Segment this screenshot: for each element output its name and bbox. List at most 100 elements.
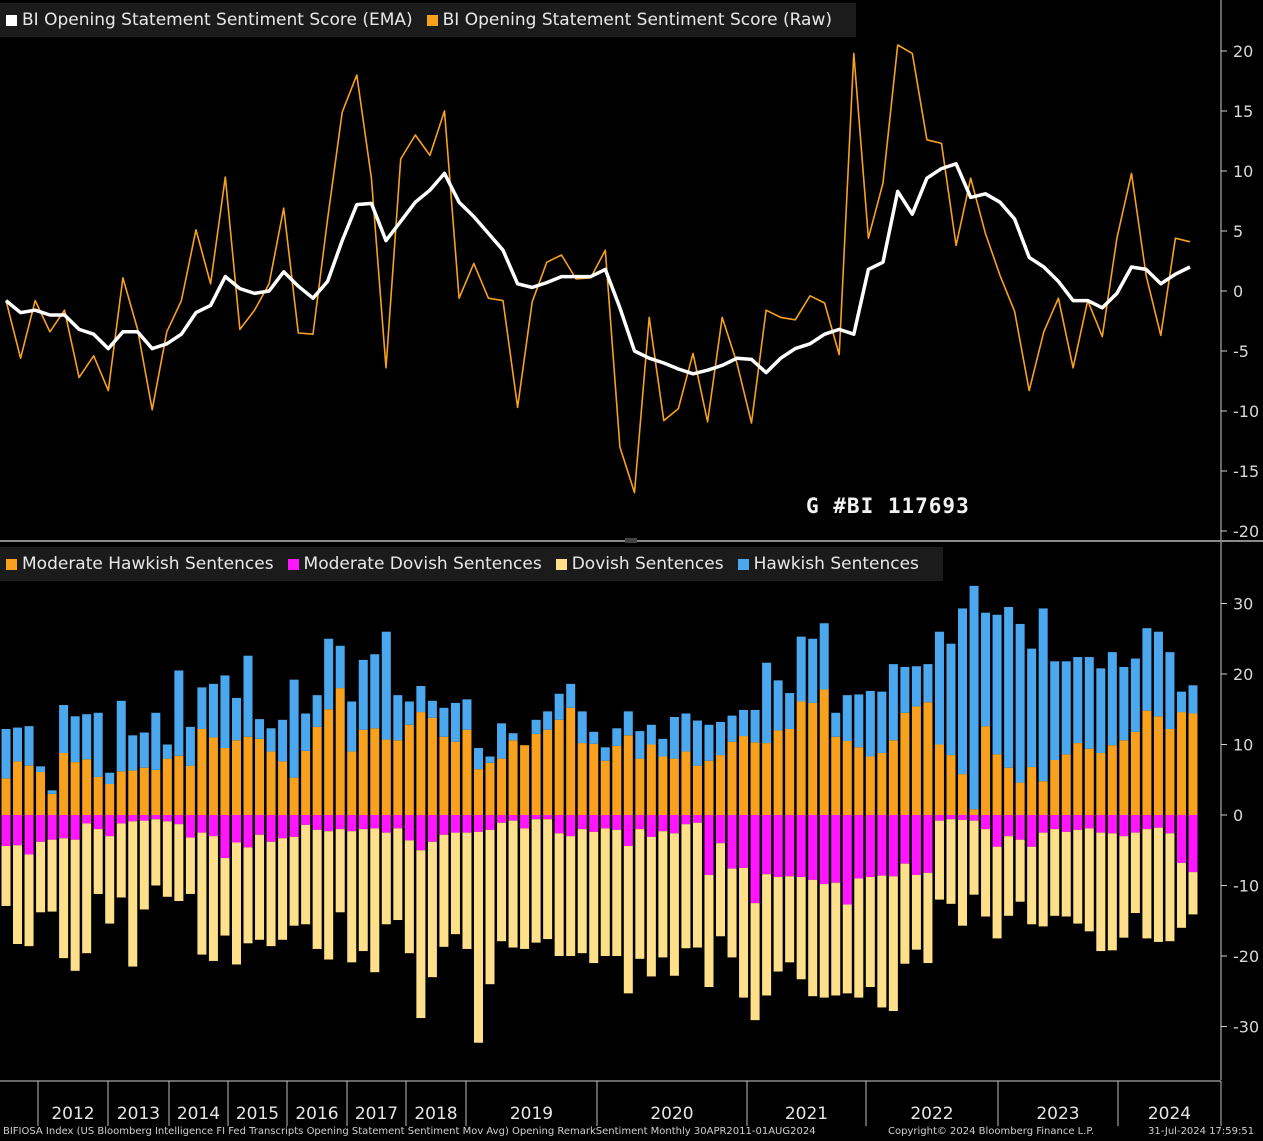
bottom-chart-legend: Moderate Hawkish Sentences Moderate Dovi…: [0, 547, 943, 581]
moderate-dovish-bar: [324, 815, 334, 832]
hawkish-bar: [36, 766, 46, 772]
moderate-hawkish-bar: [1142, 710, 1152, 815]
bi-identifier-label: G #BI 117693: [806, 494, 970, 518]
moderate-hawkish-bar: [508, 740, 518, 815]
moderate-dovish-bar: [981, 815, 991, 830]
hawkish-bar: [1188, 685, 1198, 714]
hawkish-bar: [958, 608, 968, 775]
top-chart-legend: BI Opening Statement Sentiment Score (EM…: [0, 3, 856, 37]
legend-label-ema: BI Opening Statement Sentiment Score (EM…: [22, 10, 413, 30]
y-tick-label: -10: [1233, 402, 1259, 421]
moderate-dovish-bar: [635, 815, 645, 830]
legend-label-dovish: Dovish Sentences: [571, 554, 724, 574]
hawkish-bar: [1096, 668, 1106, 753]
moderate-dovish-bar: [47, 815, 57, 840]
moderate-hawkish-bar: [416, 712, 426, 815]
moderate-dovish-bar: [358, 815, 368, 830]
moderate-dovish-bar: [139, 815, 149, 821]
footer-timestamp: 31-Jul-2024 17:59:51: [1148, 1126, 1255, 1137]
moderate-hawkish-bar: [450, 741, 460, 815]
dovish-bar: [450, 832, 460, 935]
moderate-hawkish-bar: [1165, 728, 1175, 815]
hawkish-bar: [692, 720, 702, 766]
dovish-bar: [773, 877, 783, 972]
hawkish-bar: [1130, 658, 1140, 732]
hawkish-bar: [24, 726, 34, 766]
hawkish-bar: [450, 702, 460, 742]
dovish-bar: [439, 834, 449, 947]
hawkish-bar: [704, 724, 714, 761]
moderate-dovish-bar: [1015, 815, 1025, 840]
moderate-hawkish-bar: [577, 743, 587, 815]
dovish-bar: [427, 841, 437, 978]
moderate-hawkish-bar: [981, 726, 991, 815]
dovish-bar: [197, 832, 207, 955]
hawkish-bar: [1165, 652, 1175, 729]
hawkish-bar: [796, 636, 806, 702]
dovish-bar: [969, 820, 979, 895]
moderate-dovish-bar: [531, 815, 541, 820]
x-year-label: 2013: [117, 1104, 160, 1124]
moderate-dovish-bar: [727, 815, 737, 869]
moderate-hawkish-bar: [669, 758, 679, 815]
moderate-dovish-bar: [1004, 815, 1014, 837]
moderate-dovish-bar: [266, 815, 276, 842]
moderate-hawkish-bar: [658, 756, 668, 815]
hawkish-bar: [13, 727, 23, 762]
moderate-hawkish-bar: [1130, 731, 1140, 815]
moderate-dovish-bar: [577, 815, 587, 830]
y-tick-label: -20: [1233, 522, 1259, 541]
moderate-hawkish-bar: [600, 760, 610, 815]
hawkish-bar: [635, 731, 645, 759]
dovish-bar: [646, 836, 656, 977]
hawkish-bar: [174, 670, 184, 756]
hawkish-bar: [612, 728, 622, 746]
moderate-hawkish-bar: [1176, 712, 1186, 815]
moderate-hawkish-bar: [497, 758, 507, 815]
dovish-bar: [520, 828, 530, 949]
hawkish-bar: [923, 664, 933, 703]
moderate-hawkish-bar: [151, 769, 161, 815]
moderate-dovish-bar: [923, 815, 933, 873]
moderate-hawkish-bar: [589, 743, 599, 815]
dovish-bar: [911, 874, 921, 950]
moderate-hawkish-bar: [116, 771, 126, 815]
legend-item-hawkish: Hawkish Sentences: [737, 554, 919, 574]
hawkish-bar: [105, 772, 115, 784]
moderate-dovish-bar: [1073, 815, 1083, 830]
y-tick-label: -10: [1233, 877, 1259, 896]
moderate-hawkish-bar: [427, 717, 437, 815]
moderate-dovish-bar: [151, 815, 161, 820]
moderate-hawkish-bar: [1, 778, 11, 815]
dovish-bar: [1130, 832, 1140, 913]
moderate-dovish-bar: [162, 815, 172, 822]
x-year-label: 2016: [295, 1104, 338, 1124]
x-year-label: 2018: [414, 1104, 457, 1124]
y-tick-label: 30: [1233, 595, 1253, 614]
moderate-dovish-bar: [370, 815, 380, 829]
moderate-dovish-bar: [416, 815, 426, 851]
moderate-hawkish-bar: [162, 758, 172, 815]
moderate-hawkish-bar: [312, 726, 322, 815]
hawkish-bar: [750, 709, 760, 743]
dovish-bar: [1096, 832, 1106, 952]
moderate-hawkish-bar: [185, 765, 195, 815]
dovish-bar: [1050, 829, 1060, 916]
moderate-dovish-bar: [220, 815, 230, 859]
hawkish-bar: [773, 680, 783, 731]
dovish-bar: [266, 841, 276, 947]
moderate-dovish-bar: [819, 815, 829, 885]
moderate-dovish-bar: [508, 815, 518, 821]
hawkish-bar: [554, 693, 564, 720]
moderate-hawkish-bar: [278, 761, 288, 815]
dovish-bar: [243, 847, 253, 944]
dovish-bar: [1153, 827, 1163, 942]
dovish-bar: [220, 858, 230, 936]
x-year-label: 2020: [650, 1104, 693, 1124]
ema-series-line: [4, 162, 1191, 376]
x-year-label: 2017: [355, 1104, 398, 1124]
moderate-hawkish-bar: [59, 752, 69, 815]
dovish-bar: [692, 822, 702, 948]
moderate-hawkish-bar: [808, 702, 818, 815]
moderate-dovish-bar: [128, 815, 138, 822]
